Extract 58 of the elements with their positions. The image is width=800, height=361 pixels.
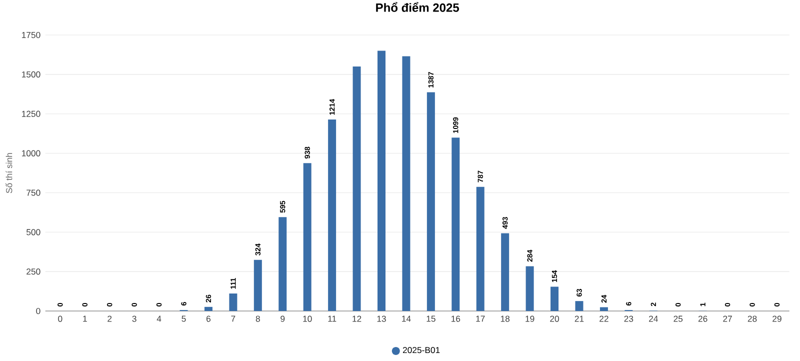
y-tick-label: 1750 — [22, 32, 40, 38]
bar — [476, 186, 484, 312]
x-tick-label: 27 — [723, 316, 732, 322]
x-tick-label: 11 — [328, 316, 336, 322]
x-tick-label: 24 — [649, 316, 658, 322]
x-tick-label: 12 — [352, 316, 362, 322]
bar — [352, 66, 361, 312]
x-tick-label: 13 — [377, 316, 386, 322]
x-tick-label: 28 — [748, 316, 757, 322]
x-tick-label: 5 — [182, 316, 186, 322]
bar — [575, 301, 584, 312]
y-tick-label: 1250 — [22, 110, 40, 117]
x-tick-label: 21 — [574, 316, 584, 322]
x-tick-label: 10 — [303, 316, 312, 322]
x-tick-label: 20 — [550, 316, 559, 322]
x-tick-label: 25 — [674, 316, 683, 322]
bar — [600, 307, 608, 312]
bar — [254, 260, 262, 312]
x-tick-label: 14 — [402, 316, 411, 322]
x-tick-label: 19 — [526, 316, 534, 322]
x-tick-label: 6 — [206, 316, 210, 322]
y-tick-label: 250 — [26, 268, 40, 275]
chart-title: Phổ điểm 2025 — [376, 2, 460, 12]
y-axis-title: Số thí sinh — [5, 153, 12, 194]
legend-label: 2025-B01 — [402, 347, 440, 354]
bar — [550, 286, 559, 312]
y-tick-label: 500 — [26, 229, 40, 236]
x-tick-label: 7 — [231, 316, 236, 322]
bar — [229, 293, 238, 312]
x-tick-label: 2 — [108, 316, 112, 322]
y-tick-label: 1500 — [22, 71, 40, 78]
x-tick-label: 29 — [772, 316, 782, 322]
bar — [328, 120, 336, 312]
bar — [204, 306, 212, 312]
bar — [501, 233, 510, 312]
x-tick-label: 18 — [500, 316, 510, 322]
bar — [378, 50, 386, 312]
x-tick-label: 9 — [280, 316, 285, 322]
x-tick-label: 4 — [156, 316, 162, 322]
x-tick-label: 3 — [132, 316, 136, 322]
bar — [526, 266, 534, 312]
x-tick-label: 0 — [58, 316, 62, 322]
x-tick-label: 26 — [698, 316, 708, 322]
x-tick-label: 8 — [256, 316, 260, 322]
y-tick-label: 0 — [36, 308, 40, 314]
bar — [402, 56, 410, 312]
bar — [278, 217, 287, 312]
y-tick-label: 750 — [26, 190, 40, 196]
x-tick-label: 16 — [452, 316, 460, 322]
bar — [303, 163, 312, 312]
y-tick-label: 1000 — [22, 150, 40, 156]
x-tick-label: 22 — [600, 316, 608, 322]
bar — [452, 138, 460, 312]
x-tick-label: 15 — [426, 316, 436, 322]
x-tick-label: 23 — [624, 316, 634, 322]
bar — [426, 92, 435, 312]
x-tick-label: 17 — [476, 316, 485, 322]
x-tick-label: 1 — [83, 316, 87, 322]
